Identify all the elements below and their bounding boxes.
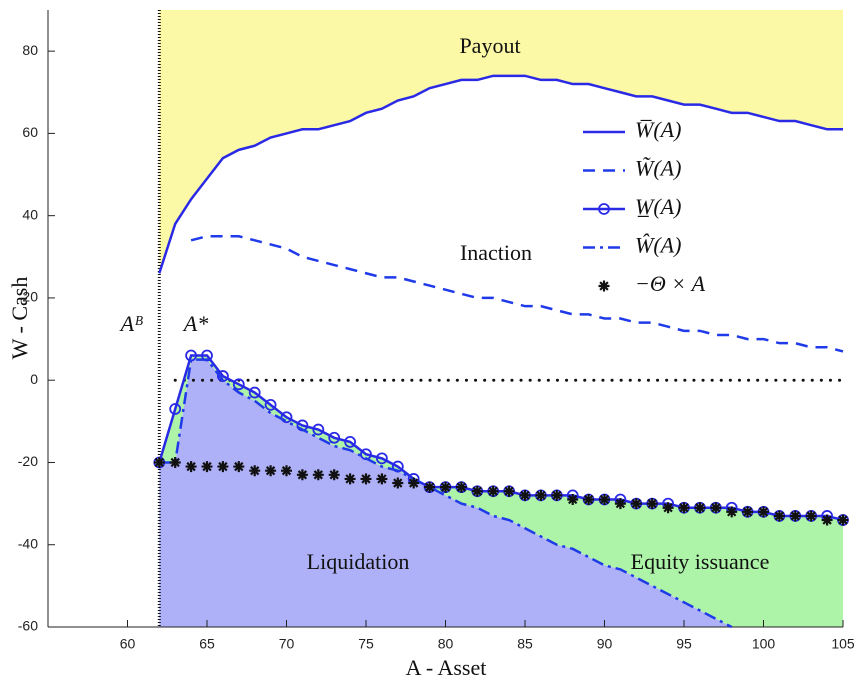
legend-label: −Θ × A <box>635 271 706 296</box>
star-marker <box>551 489 563 501</box>
circle-marker <box>280 411 293 424</box>
legend-label: W̃(A) <box>635 156 681 181</box>
star-marker <box>233 461 245 473</box>
circle-marker <box>216 370 229 382</box>
star-marker <box>201 461 213 473</box>
region-label: Payout <box>459 33 520 58</box>
legend-label: Ŵ(A) <box>635 233 681 258</box>
circle-marker <box>232 378 245 391</box>
circle-marker <box>264 398 277 411</box>
star-marker <box>503 485 515 497</box>
star-marker <box>789 510 801 522</box>
star-marker <box>694 502 706 514</box>
star-marker <box>217 461 229 473</box>
series-line <box>158 74 843 274</box>
star-marker <box>185 461 197 473</box>
x-tick-label: 65 <box>199 636 215 652</box>
circle-marker <box>344 435 357 448</box>
star-marker <box>821 514 833 526</box>
star-marker <box>758 506 769 518</box>
circle-marker <box>375 452 388 465</box>
region-label: Inaction <box>460 240 532 265</box>
star-marker <box>742 506 754 518</box>
circle-marker <box>248 386 261 399</box>
region-label: Equity issuance <box>631 549 770 574</box>
star-marker <box>392 477 404 489</box>
star-marker <box>471 485 483 497</box>
star-marker <box>328 469 340 481</box>
x-tick-label: 80 <box>438 636 454 652</box>
payout-region <box>159 10 844 274</box>
x-axis-label: A - Asset <box>406 655 487 680</box>
y-tick-label: 40 <box>22 206 38 222</box>
star-marker <box>805 510 817 522</box>
x-tick-label: 85 <box>517 636 533 652</box>
x-tick-label: 70 <box>279 636 295 652</box>
star-marker <box>773 510 785 522</box>
star-marker <box>567 493 579 505</box>
star-marker <box>408 477 420 489</box>
star-marker <box>344 473 356 485</box>
star-marker <box>169 456 181 468</box>
y-tick-label: 80 <box>22 42 38 58</box>
circle-marker <box>169 403 182 415</box>
region-label: Liquidation <box>307 549 410 574</box>
circle-marker <box>328 431 341 444</box>
legend-marker <box>598 280 610 292</box>
star-marker <box>662 502 674 514</box>
star-marker <box>837 514 849 526</box>
y-tick-label: 20 <box>22 289 38 305</box>
star-marker <box>424 481 436 493</box>
x-tick-label: 95 <box>676 636 692 652</box>
star-marker <box>519 489 531 501</box>
y-tick-label: 60 <box>22 124 38 140</box>
star-marker <box>599 493 610 505</box>
star-marker <box>265 465 277 477</box>
y-tick-label: -40 <box>18 535 38 551</box>
star-marker <box>440 481 451 493</box>
star-marker <box>376 473 388 485</box>
legend-marker <box>598 203 610 215</box>
star-marker <box>614 498 626 510</box>
legend-label: W̲(A) <box>635 194 681 219</box>
star-marker <box>535 489 547 501</box>
x-tick-label: 105 <box>831 636 855 652</box>
y-axis-label: W - Cash <box>7 277 32 360</box>
annotation: Aᴮ <box>119 311 144 336</box>
star-marker <box>296 469 308 481</box>
x-tick-label: 60 <box>120 636 136 652</box>
y-tick-label: 0 <box>30 371 38 387</box>
x-tick-label: 100 <box>752 636 776 652</box>
star-marker <box>281 465 292 477</box>
star-marker <box>249 465 261 477</box>
x-tick-label: 90 <box>597 636 613 652</box>
star-marker <box>312 469 324 481</box>
star-marker <box>646 498 658 510</box>
y-tick-label: -60 <box>18 618 38 634</box>
star-marker <box>726 506 738 518</box>
star-marker <box>153 456 165 468</box>
annotation: A* <box>182 311 208 336</box>
liquidation-region <box>159 359 732 627</box>
x-tick-label: 75 <box>358 636 374 652</box>
star-marker <box>583 493 595 505</box>
star-marker <box>360 473 372 485</box>
circle-marker <box>312 423 325 436</box>
star-marker <box>678 502 690 514</box>
star-marker <box>630 498 642 510</box>
legend-label: W̅(A) <box>635 117 681 142</box>
y-tick-label: -20 <box>18 453 38 469</box>
star-marker <box>487 485 499 497</box>
star-marker <box>455 481 467 493</box>
star-marker <box>710 502 722 514</box>
